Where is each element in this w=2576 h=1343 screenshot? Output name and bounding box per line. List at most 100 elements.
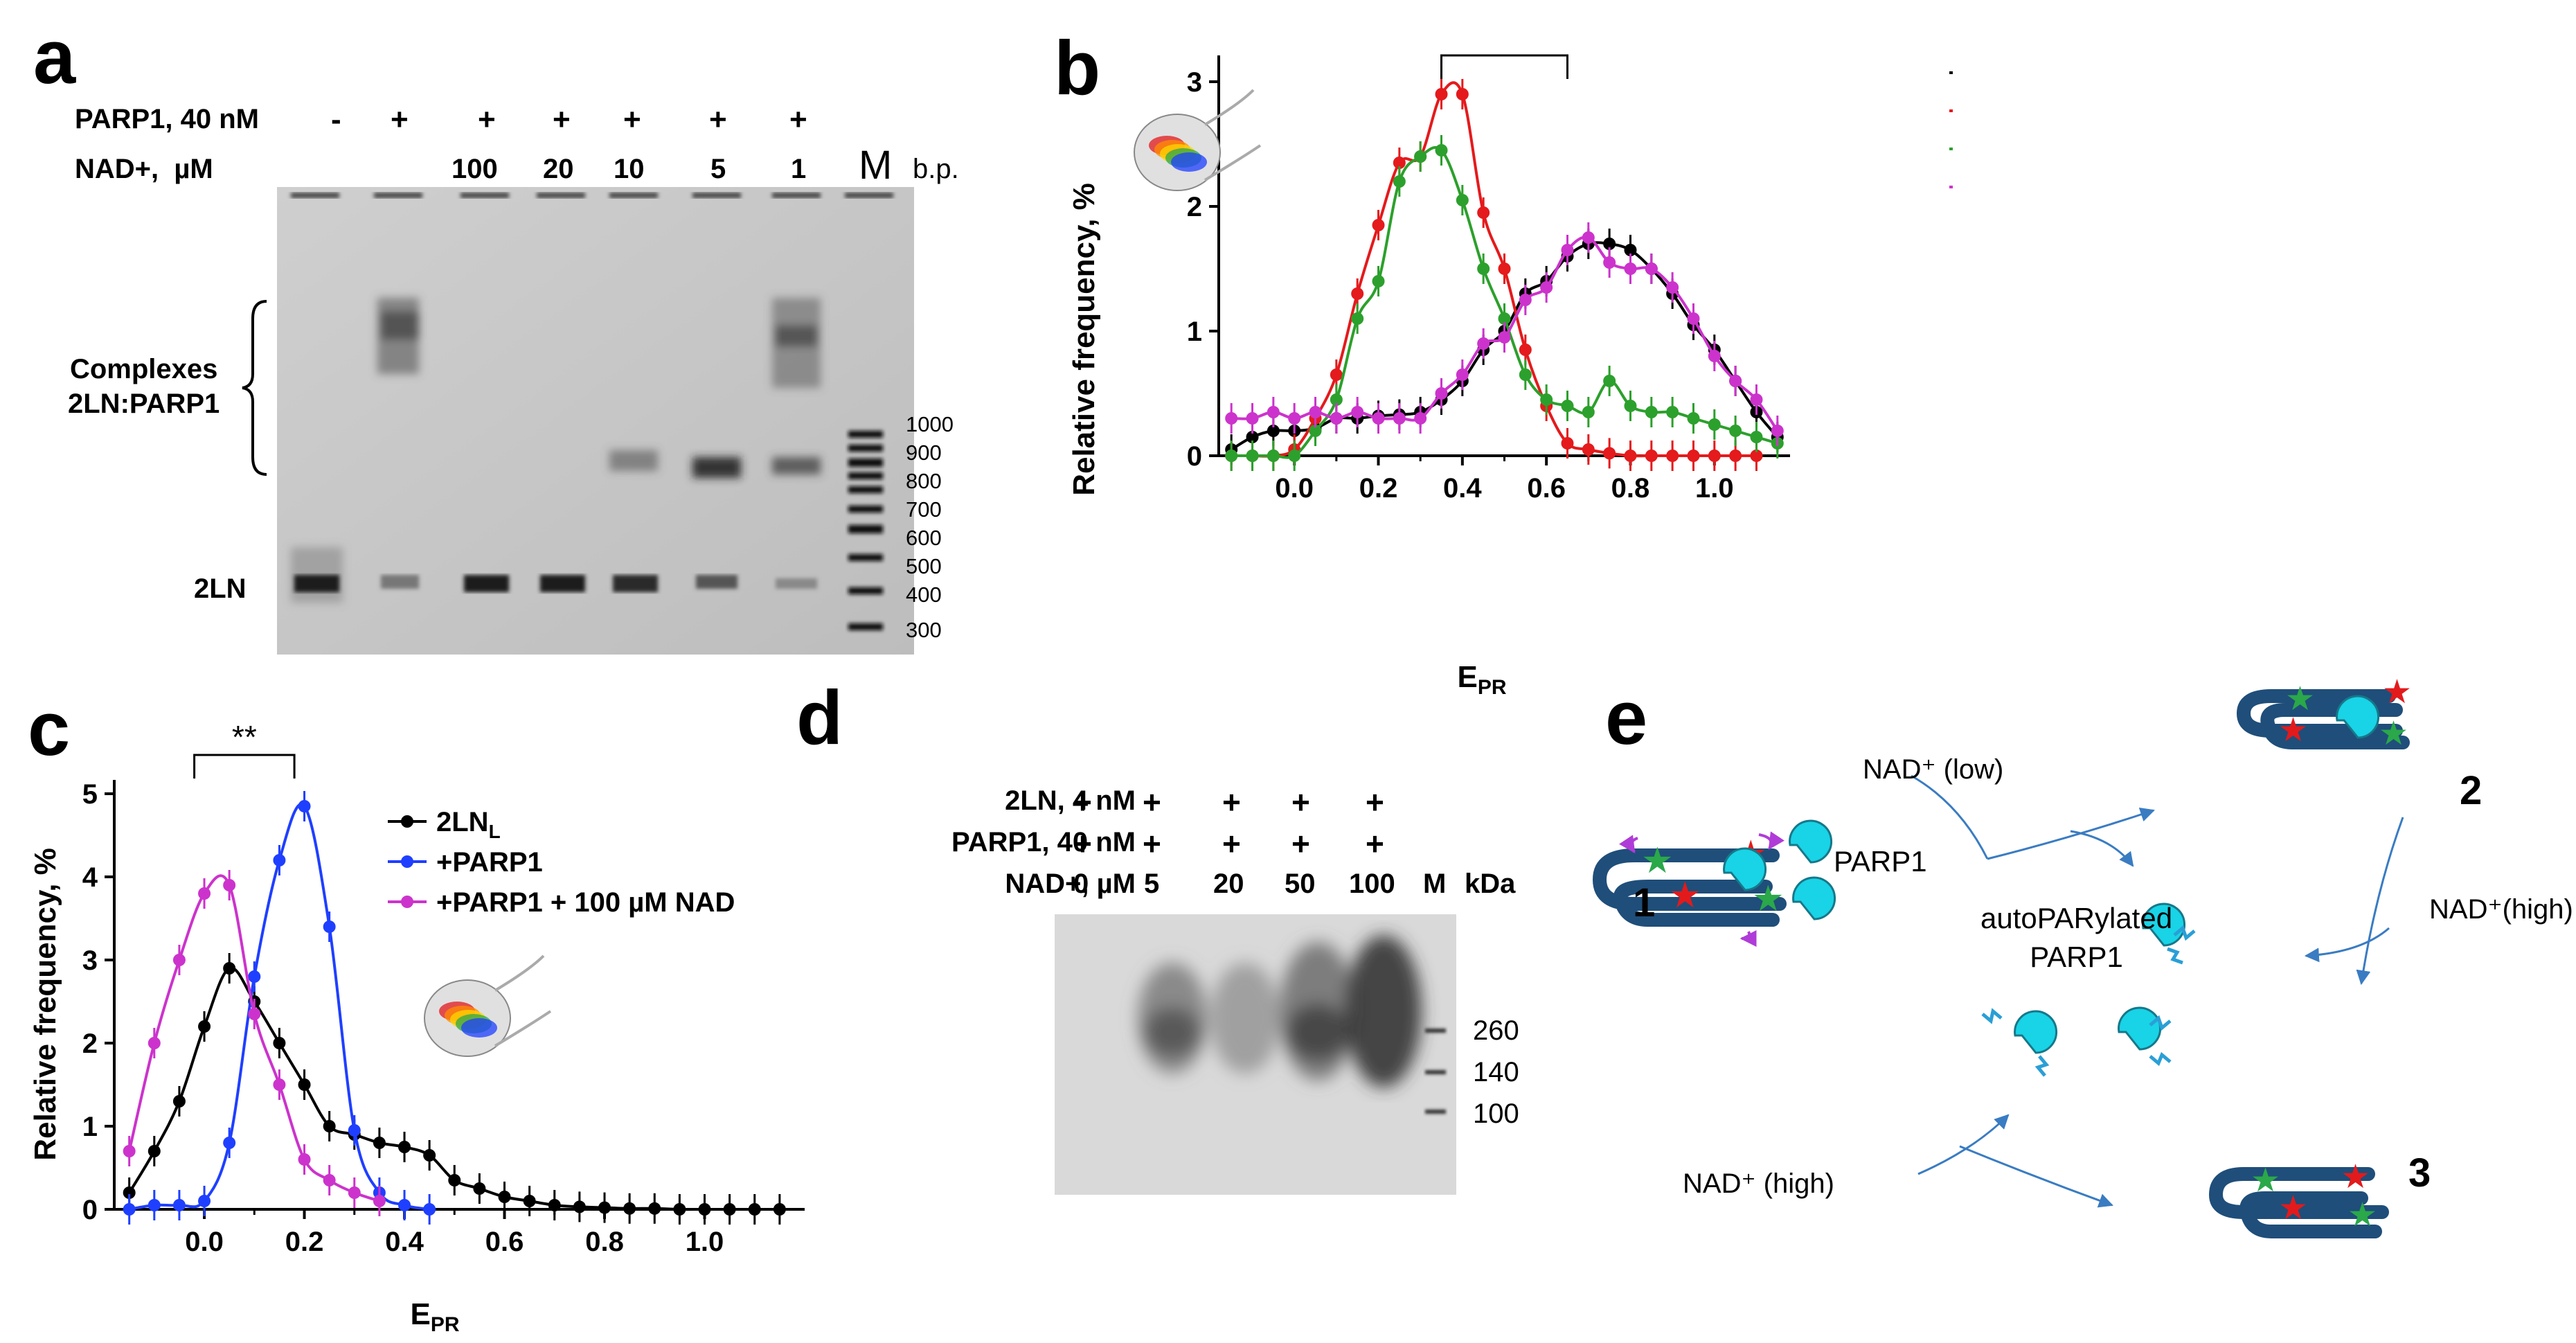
panel-letter-c: c xyxy=(28,686,71,772)
data-point xyxy=(448,1174,461,1186)
nad-low-label: NAD⁺ (low) xyxy=(1863,754,2004,785)
legend-swatch-dot xyxy=(401,855,413,868)
x-tick-label: 0.6 xyxy=(485,1227,524,1257)
data-point xyxy=(1435,387,1448,400)
data-point xyxy=(1750,450,1763,462)
y-tick-label: 3 xyxy=(82,945,98,976)
y-tick-label: 0 xyxy=(1187,441,1202,472)
data-point xyxy=(123,1186,136,1199)
data-point xyxy=(423,1149,436,1162)
data-point xyxy=(1624,400,1637,412)
series-3 xyxy=(1225,222,1784,446)
data-point xyxy=(172,1199,186,1211)
gel-image xyxy=(277,187,914,655)
y-tick-label: 1 xyxy=(1187,317,1202,347)
svg-text:★: ★ xyxy=(2251,1162,2280,1199)
data-point xyxy=(1309,425,1322,437)
x-tick-label: 0.2 xyxy=(1359,473,1398,504)
y-tick-label: 3 xyxy=(1187,67,1202,98)
data-point xyxy=(1225,450,1238,462)
data-point xyxy=(1750,393,1763,406)
data-point xyxy=(648,1202,661,1215)
western-blot-image xyxy=(1055,914,1456,1195)
legend-entry-name: 2LN xyxy=(436,807,489,837)
lane1-sign: - xyxy=(331,103,341,136)
bp-unit-label: b.p. xyxy=(913,154,959,184)
data-point xyxy=(673,1203,686,1216)
complexes-label: Complexes 2LN:PARP1 xyxy=(68,354,220,419)
svg-text:★: ★ xyxy=(2382,674,2412,711)
svg-text:★: ★ xyxy=(1669,875,1701,916)
data-point xyxy=(1645,450,1658,462)
d-parp1-label: PARP1, 40 nM xyxy=(951,827,1136,857)
panel-letter-e: e xyxy=(1605,675,1648,761)
data-point xyxy=(1393,175,1406,188)
data-point xyxy=(473,1182,486,1195)
data-point xyxy=(1540,281,1553,294)
data-point xyxy=(1729,425,1742,437)
x-tick-label: 0.4 xyxy=(385,1227,424,1257)
nucleosome-structure-inset xyxy=(1134,89,1262,191)
data-point xyxy=(1666,406,1679,418)
complexes-brace xyxy=(242,300,267,476)
d-lane2-signs: + + xyxy=(1143,784,1161,862)
data-point xyxy=(123,1203,136,1216)
lane6-sign: + xyxy=(709,103,727,136)
d-nad-5: 5 xyxy=(1144,869,1160,899)
data-point xyxy=(1225,412,1238,425)
data-point xyxy=(1498,312,1511,325)
data-point xyxy=(147,1037,161,1049)
legend-entry: 2LNL xyxy=(436,807,501,842)
data-point xyxy=(223,1137,236,1149)
series-2 xyxy=(1225,135,1784,471)
data-point xyxy=(273,1078,286,1091)
blot-ladder-labels: 260 140 100 xyxy=(1473,1015,1519,1129)
data-point xyxy=(1708,418,1721,431)
data-point xyxy=(1729,450,1742,462)
svg-text:★: ★ xyxy=(2278,1190,2308,1227)
data-point xyxy=(348,1124,361,1137)
data-point xyxy=(1519,344,1532,356)
data-point xyxy=(1414,150,1427,163)
y-tick-label: 0 xyxy=(82,1195,98,1225)
data-point xyxy=(1750,431,1763,443)
data-point xyxy=(1309,406,1322,418)
data-point xyxy=(423,1203,436,1216)
data-point xyxy=(1561,244,1574,256)
series-2 xyxy=(123,870,386,1216)
x-tick-label: 0.8 xyxy=(1611,473,1650,504)
data-point xyxy=(1498,331,1511,344)
state1-parp1-shapes xyxy=(1723,819,1836,920)
legend-entry-sub: L xyxy=(489,821,501,842)
state-1-label: 1 xyxy=(1633,880,1656,925)
data-point xyxy=(1666,281,1679,294)
data-point xyxy=(323,1120,336,1132)
inset-histone-helix xyxy=(1171,152,1207,172)
lane7-sign: + xyxy=(789,103,807,136)
lane3-sign: + xyxy=(478,103,496,136)
data-point xyxy=(548,1199,561,1211)
data-point xyxy=(1330,393,1343,406)
nad-value-1: 1 xyxy=(791,154,807,184)
data-point xyxy=(273,854,286,866)
data-point xyxy=(348,1186,361,1199)
chart-panel-c: ** Relative frequency, % EPR 0.0 0.2 0.4 0.… xyxy=(28,719,805,1336)
data-point xyxy=(123,1145,136,1157)
data-point xyxy=(172,954,186,966)
lane5-sign: + xyxy=(623,103,641,136)
data-point xyxy=(1351,287,1364,300)
data-point xyxy=(248,970,261,983)
data-point xyxy=(1267,406,1280,418)
data-point xyxy=(1456,194,1469,206)
d-2ln-label: 2LN, 4 nM xyxy=(1005,785,1136,816)
data-point xyxy=(1330,368,1343,381)
data-point xyxy=(1687,312,1700,325)
state2-nucleosome xyxy=(2236,689,2410,749)
data-point xyxy=(1603,238,1616,250)
data-point xyxy=(1477,337,1490,350)
legend-swatch-dot xyxy=(401,896,413,908)
d-lane5-signs: + + xyxy=(1366,784,1384,862)
lane2-sign: + xyxy=(391,103,409,136)
d-nad-20: 20 xyxy=(1213,869,1244,899)
d-nad-50: 50 xyxy=(1285,869,1316,899)
